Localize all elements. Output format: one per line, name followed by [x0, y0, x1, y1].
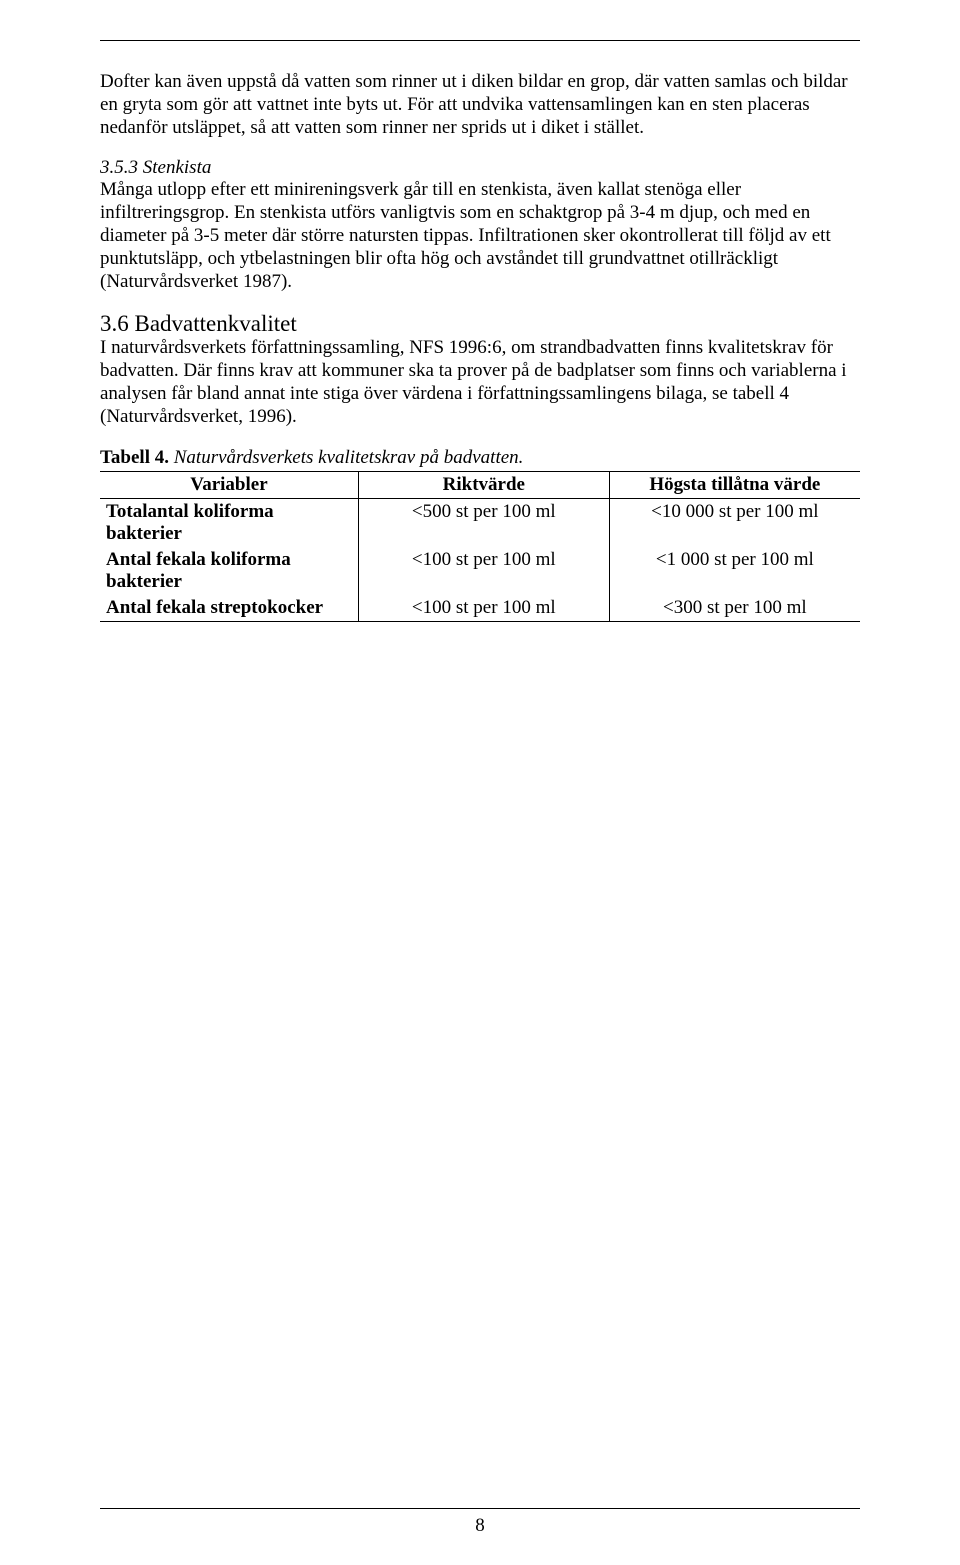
table-cell-max: <300 st per 100 ml [609, 595, 860, 622]
table-header-hogsta: Högsta tillåtna värde [609, 471, 860, 498]
table-row: Antal fekala koliforma bakterier <100 st… [100, 547, 860, 595]
page-footer: 8 [100, 1508, 860, 1537]
table-4: Variabler Riktvärde Högsta tillåtna värd… [100, 471, 860, 622]
table-caption-label: Tabell 4. [100, 447, 169, 468]
table-header-row: Variabler Riktvärde Högsta tillåtna värd… [100, 471, 860, 498]
document-page: Dofter kan även uppstå då vatten som rin… [0, 0, 960, 1565]
page-number: 8 [100, 1515, 860, 1537]
table-cell-rikt: <100 st per 100 ml [358, 595, 609, 622]
table-caption: Tabell 4. Naturvårdsverkets kvalitetskra… [100, 447, 860, 469]
table-row: Totalantal koliforma bakterier <500 st p… [100, 498, 860, 547]
footer-rule [100, 1508, 860, 1509]
table-cell-rikt: <500 st per 100 ml [358, 498, 609, 547]
section-heading-badvatten: 3.6 Badvattenkvalitet [100, 311, 860, 337]
table-cell-max: <1 000 st per 100 ml [609, 547, 860, 595]
paragraph-badvatten: I naturvårdsverkets författningssamling,… [100, 337, 860, 428]
paragraph-intro: Dofter kan även uppstå då vatten som rin… [100, 71, 860, 139]
table-caption-text: Naturvårdsverkets kvalitetskrav på badva… [169, 447, 523, 468]
table-cell-variable: Antal fekala koliforma bakterier [100, 547, 358, 595]
subsection-heading-stenkista: 3.5.3 Stenkista [100, 157, 860, 179]
header-rule [100, 40, 860, 41]
table-cell-variable: Antal fekala streptokocker [100, 595, 358, 622]
table-row: Antal fekala streptokocker <100 st per 1… [100, 595, 860, 622]
paragraph-stenkista: Många utlopp efter ett minireningsverk g… [100, 179, 860, 293]
table-header-riktvarde: Riktvärde [358, 471, 609, 498]
table-cell-variable: Totalantal koliforma bakterier [100, 498, 358, 547]
table-cell-rikt: <100 st per 100 ml [358, 547, 609, 595]
table-cell-max: <10 000 st per 100 ml [609, 498, 860, 547]
table-header-variabler: Variabler [100, 471, 358, 498]
